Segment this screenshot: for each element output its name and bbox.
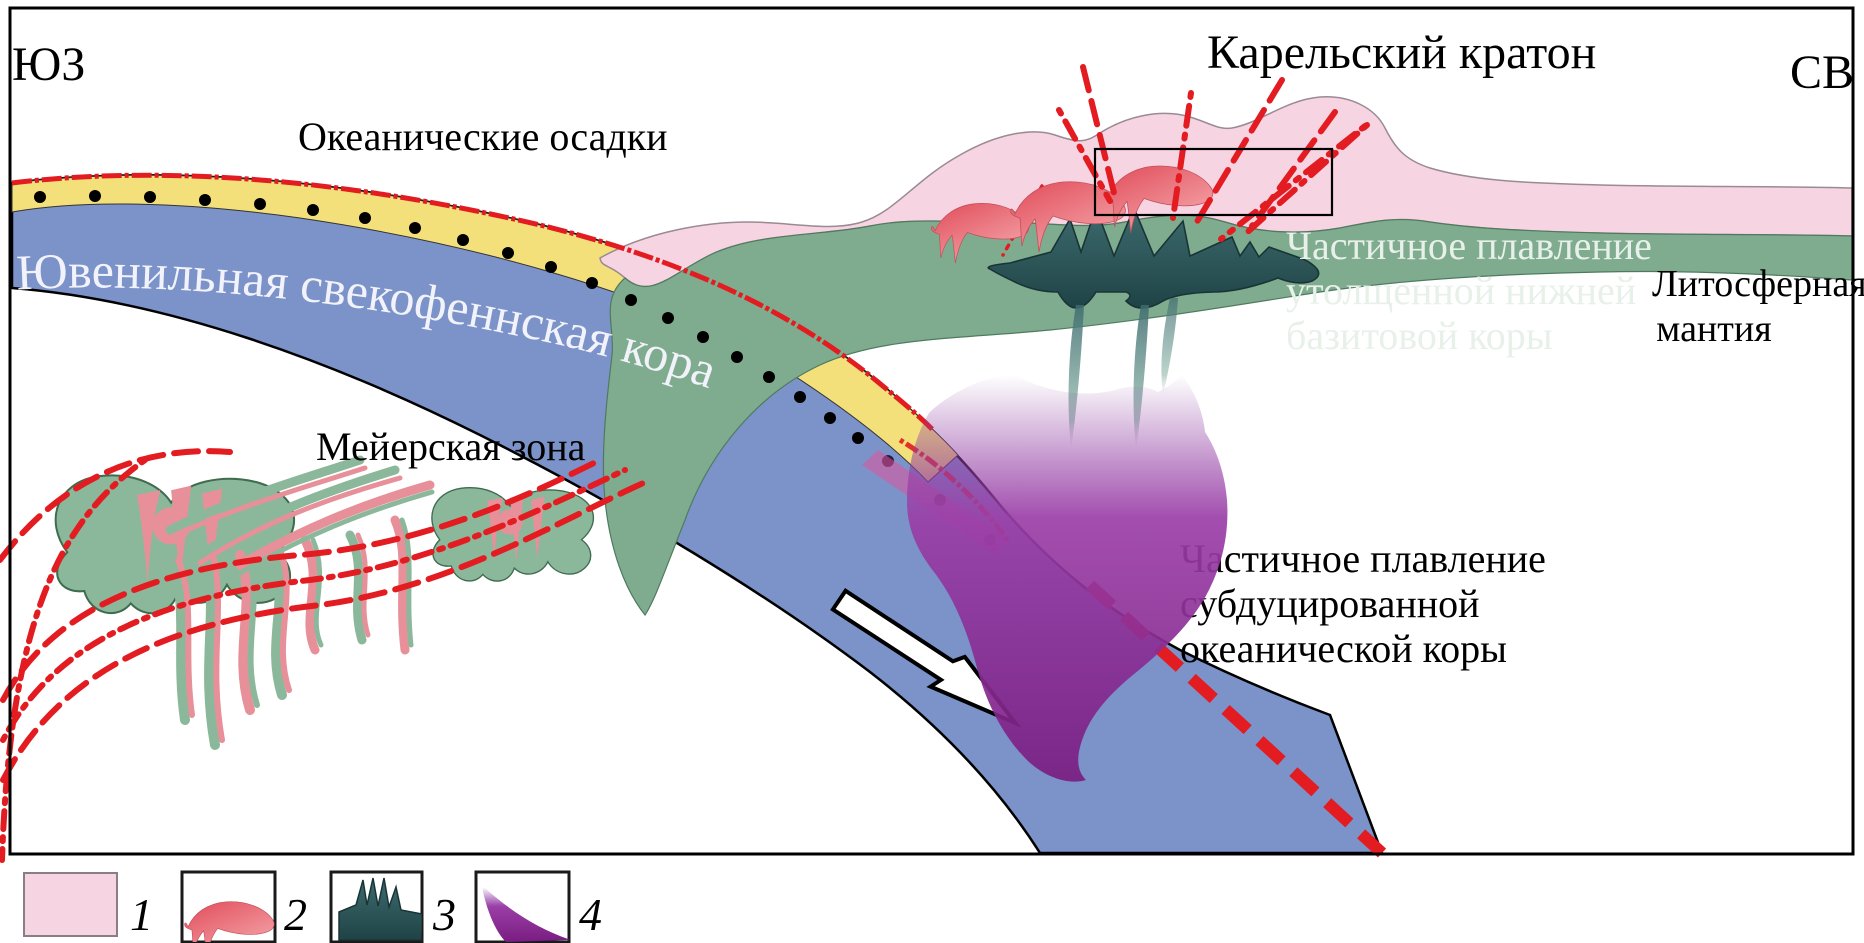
svg-text:субдуцированной: субдуцированной — [1180, 581, 1480, 626]
svg-text:Частичное плавление: Частичное плавление — [1180, 536, 1546, 581]
svg-text:ЮЗ: ЮЗ — [12, 38, 85, 91]
svg-text:Карельский кратон: Карельский кратон — [1207, 26, 1596, 79]
svg-text:Мейерская зона: Мейерская зона — [316, 424, 586, 469]
svg-text:3: 3 — [432, 889, 456, 940]
svg-text:Литосферная: Литосферная — [1652, 263, 1864, 305]
svg-text:1: 1 — [130, 889, 153, 940]
svg-text:4: 4 — [579, 889, 602, 940]
svg-text:базитовой коры: базитовой коры — [1286, 313, 1553, 358]
svg-text:Океанические осадки: Океанические осадки — [298, 114, 668, 159]
svg-text:2: 2 — [284, 889, 307, 940]
svg-text:океанической коры: океанической коры — [1180, 626, 1507, 671]
svg-text:Частичное плавление: Частичное плавление — [1286, 223, 1652, 268]
svg-text:СВ: СВ — [1790, 46, 1854, 99]
svg-text:мантия: мантия — [1656, 308, 1771, 350]
svg-text:утолщенной нижней: утолщенной нижней — [1286, 268, 1636, 313]
